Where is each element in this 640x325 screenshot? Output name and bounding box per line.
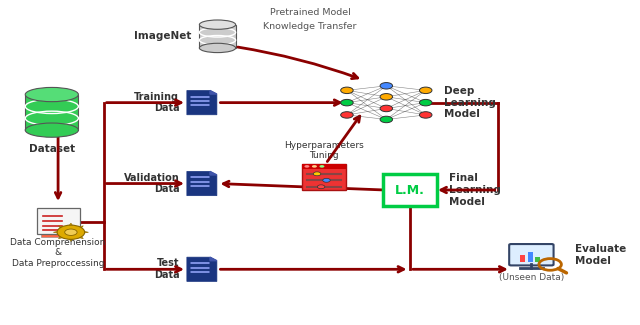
- Text: Evaluate
Model: Evaluate Model: [575, 244, 627, 266]
- Polygon shape: [210, 90, 217, 94]
- Circle shape: [419, 99, 432, 106]
- FancyBboxPatch shape: [41, 229, 76, 233]
- Polygon shape: [25, 95, 78, 130]
- Circle shape: [312, 165, 317, 168]
- Text: Final
Learning
Model: Final Learning Model: [449, 174, 500, 207]
- Circle shape: [314, 172, 321, 176]
- Circle shape: [305, 165, 309, 168]
- Circle shape: [380, 105, 392, 112]
- Circle shape: [380, 116, 392, 123]
- Polygon shape: [58, 226, 65, 229]
- Circle shape: [340, 99, 353, 106]
- Text: Training
Data: Training Data: [134, 92, 179, 113]
- Text: Data Comprehension
&
Data Preproccessing: Data Comprehension & Data Preproccessing: [10, 238, 106, 267]
- FancyBboxPatch shape: [41, 233, 76, 237]
- FancyBboxPatch shape: [36, 208, 79, 234]
- Circle shape: [317, 185, 325, 189]
- Polygon shape: [187, 171, 217, 196]
- Polygon shape: [210, 171, 217, 175]
- Polygon shape: [187, 257, 217, 281]
- Circle shape: [380, 83, 392, 89]
- Polygon shape: [68, 238, 74, 241]
- Circle shape: [340, 112, 353, 118]
- Polygon shape: [77, 226, 83, 229]
- Ellipse shape: [200, 20, 236, 29]
- Text: L.M.: L.M.: [395, 184, 425, 197]
- Text: Hyperparameters
Tuning: Hyperparameters Tuning: [284, 141, 364, 160]
- FancyBboxPatch shape: [520, 255, 525, 262]
- Text: ImageNet: ImageNet: [134, 31, 191, 41]
- Polygon shape: [82, 231, 88, 233]
- Polygon shape: [77, 235, 83, 239]
- Ellipse shape: [25, 123, 78, 137]
- Text: Test
Data: Test Data: [154, 258, 179, 280]
- FancyBboxPatch shape: [383, 174, 437, 206]
- FancyBboxPatch shape: [535, 257, 540, 262]
- Polygon shape: [210, 257, 217, 261]
- Circle shape: [340, 87, 353, 94]
- Circle shape: [380, 94, 392, 100]
- Circle shape: [65, 229, 77, 235]
- Text: Knowledge Transfer: Knowledge Transfer: [263, 22, 356, 31]
- Ellipse shape: [200, 43, 236, 53]
- FancyBboxPatch shape: [302, 164, 346, 190]
- FancyBboxPatch shape: [302, 164, 346, 169]
- Ellipse shape: [25, 87, 78, 102]
- FancyBboxPatch shape: [41, 226, 76, 229]
- Text: Dataset: Dataset: [29, 144, 75, 154]
- Polygon shape: [187, 90, 217, 115]
- Circle shape: [419, 87, 432, 94]
- Polygon shape: [53, 231, 60, 233]
- Circle shape: [57, 225, 84, 239]
- Text: Deep
Learning
Model: Deep Learning Model: [444, 86, 496, 119]
- Text: Pretrained Model: Pretrained Model: [269, 7, 351, 17]
- FancyBboxPatch shape: [527, 252, 532, 262]
- Polygon shape: [68, 223, 74, 227]
- Text: (Unseen Data): (Unseen Data): [499, 273, 564, 282]
- FancyBboxPatch shape: [509, 244, 554, 266]
- Text: Validation
Data: Validation Data: [124, 173, 179, 194]
- Circle shape: [319, 165, 324, 168]
- Polygon shape: [200, 25, 236, 48]
- Polygon shape: [58, 235, 65, 239]
- Circle shape: [419, 112, 432, 118]
- Circle shape: [323, 178, 330, 182]
